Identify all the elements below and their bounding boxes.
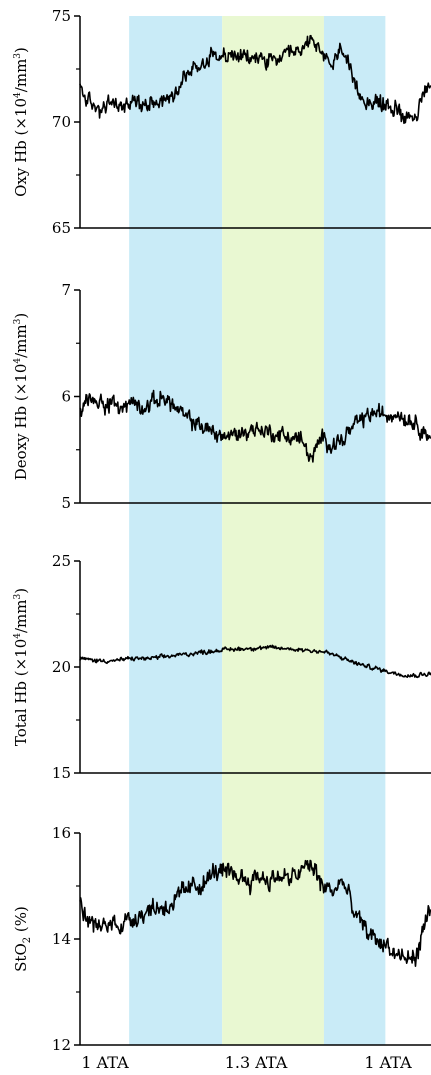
y-tick-label: 7	[61, 281, 71, 299]
y-tick-label: 12	[52, 1036, 71, 1054]
phase-band-1	[129, 16, 223, 1045]
series-line	[79, 644, 431, 679]
series-line	[79, 859, 431, 967]
y-tick-label: 6	[61, 388, 71, 406]
y-tick-label: 16	[52, 824, 71, 842]
y-tick-label: 5	[61, 494, 71, 512]
y-axis-label: Deoxy Hb (×104/mm3)	[12, 313, 30, 480]
phase-backgrounds	[129, 16, 386, 1045]
panel-4: 12 14 16 StO2 (%)	[12, 824, 431, 1054]
y-axis-label: StO2 (%)	[12, 906, 33, 972]
x-label-hyperbaric: 1.3 ATA	[225, 1053, 288, 1072]
x-label-recovery: 1 ATA	[364, 1053, 412, 1072]
panels: 65 70 75 Oxy Hb (×104/mm3) 5 6 7 Deoxy Hb (×104…	[12, 7, 431, 1054]
y-tick-label: 20	[52, 658, 71, 676]
phase-band-2	[222, 16, 324, 1045]
phase-band-3	[323, 16, 386, 1045]
y-tick-label: 75	[52, 7, 71, 25]
y-tick-label: 65	[52, 219, 71, 237]
x-phase-labels: 1 ATA 1.3 ATA 1 ATA	[81, 1053, 412, 1072]
y-axis-label: Total Hb (×104/mm3)	[12, 588, 30, 746]
series-line	[79, 389, 431, 463]
y-tick-label: 25	[52, 552, 71, 570]
panel-3: 15 20 25 Total Hb (×104/mm3)	[12, 552, 431, 782]
panel-1: 65 70 75 Oxy Hb (×104/mm3)	[12, 7, 431, 237]
y-tick-label: 70	[52, 113, 71, 131]
x-label-baseline: 1 ATA	[81, 1053, 129, 1072]
y-tick-label: 14	[52, 930, 71, 948]
panel-2: 5 6 7 Deoxy Hb (×104/mm3)	[12, 281, 431, 512]
series-line	[79, 34, 431, 125]
y-tick-label: 15	[52, 764, 71, 782]
y-axis-label: Oxy Hb (×104/mm3)	[12, 47, 30, 197]
